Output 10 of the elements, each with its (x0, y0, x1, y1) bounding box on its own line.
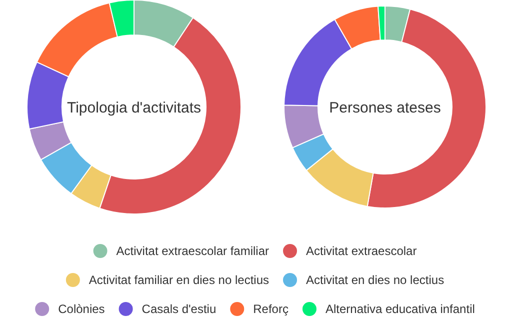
legend-label: Activitat familiar en dies no lectius (88, 273, 269, 288)
legend-label: Alternativa educativa infantil (325, 302, 475, 316)
text: Tipologia d'activitats (66, 99, 202, 116)
text: Persones ateses (329, 99, 441, 116)
legend-label: Activitat en dies no lectius (306, 273, 444, 288)
legend-label: Colònies (58, 302, 105, 316)
legend-label: Activitat extraescolar (306, 244, 417, 258)
legend-label: Casals d'estiu (142, 302, 216, 316)
legend-label: Activitat extraescolar familiar (116, 244, 269, 258)
legend-label: Reforç (253, 302, 288, 316)
